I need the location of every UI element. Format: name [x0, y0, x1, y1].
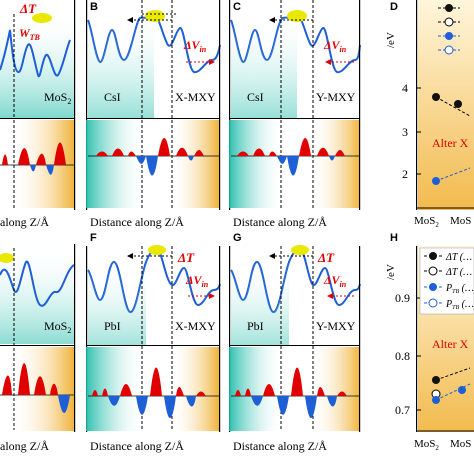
panel-letter-g: G: [233, 232, 242, 244]
y-tick: 0.9: [395, 291, 410, 305]
panel-e: MoS2 along Z/Å: [0, 244, 76, 453]
panel-g: G ΔT ΔVin PbI Y-MXY Distance along Z/Å: [229, 232, 361, 453]
material-left-label: CsI: [104, 90, 121, 104]
x-tick: MoS2: [414, 215, 439, 229]
data-point: [458, 386, 466, 394]
delta-v-label: ΔVin: [323, 273, 347, 289]
annotation-text: Alter X: [432, 136, 469, 150]
y-tick: 0.7: [395, 403, 410, 417]
material-right-label: X-MXY: [175, 90, 216, 104]
x-tick: MoS: [450, 215, 471, 227]
data-point: [432, 177, 440, 185]
energy-barrier-highlight: [287, 10, 307, 22]
data-point: [432, 376, 440, 384]
y-axis-label: /eV: [385, 32, 397, 48]
x-axis-label: Distance along Z/Å: [233, 439, 327, 453]
panel-c: C ΔVin CsI Y-MXY Distance along Z/Å: [229, 0, 361, 229]
panel-a: ΔT WTB MoS2 along Z/Å: [0, 0, 76, 229]
delta-v-label: ΔVin: [323, 38, 347, 54]
panel-d: D /eV 4 3 2 Alter X MoS2 MoS: [385, 0, 474, 229]
material-right-label: Y-MXY: [316, 319, 356, 333]
energy-barrier-highlight: [291, 245, 309, 255]
delta-v-label: ΔVin: [183, 38, 207, 54]
material-label: MoS2: [44, 90, 71, 106]
x-tick: MoS: [450, 438, 471, 450]
x-tick: MoS2: [414, 438, 439, 452]
data-point: [432, 93, 440, 101]
x-axis-label: Distance along Z/Å: [233, 215, 327, 229]
material-left-label: CsI: [247, 90, 264, 104]
legend-item: PTB (…: [445, 283, 474, 295]
material-left-label: PbI: [247, 319, 264, 333]
x-axis-label: Distance along Z/Å: [90, 439, 184, 453]
panel-letter-h: H: [390, 232, 398, 244]
y-tick: 4: [402, 81, 408, 95]
energy-barrier-highlight: [32, 13, 52, 23]
delta-v-label: ΔVin: [185, 273, 209, 289]
y-tick: 0.8: [395, 349, 410, 363]
y-tick: 2: [402, 167, 408, 181]
x-axis-label: along Z/Å: [0, 215, 49, 229]
material-right-label: Y-MXY: [316, 90, 356, 104]
energy-barrier-highlight: [148, 245, 166, 255]
w-tb-label: WTB: [19, 26, 41, 42]
delta-t-label: ΔT: [19, 1, 37, 16]
data-point: [432, 396, 440, 404]
panel-letter-b: B: [90, 1, 98, 13]
x-axis-label: along Z/Å: [0, 439, 49, 453]
panel-f: F ΔT ΔVin PbI X-MXY Distance along Z/Å: [86, 232, 221, 453]
data-point: [454, 100, 462, 108]
panel-b: B ΔVin CsI X-MXY Distance along Z/Å: [86, 0, 221, 229]
material-right-label: X-MXY: [175, 319, 216, 333]
panel-letter-c: C: [233, 1, 241, 13]
delta-t-label: ΔT: [177, 250, 195, 265]
legend-item: ΔT (…: [445, 267, 472, 278]
energy-barrier-highlight: [145, 10, 165, 22]
y-axis-label: /eV: [385, 264, 397, 280]
panel-letter-d: D: [390, 1, 398, 13]
legend-item: ΔT (…: [445, 252, 472, 263]
annotation-text: Alter X: [432, 337, 469, 351]
y-tick: 3: [402, 125, 408, 139]
material-left-label: PbI: [104, 319, 121, 333]
legend-item: PTB (…: [445, 299, 474, 311]
x-axis-label: Distance along Z/Å: [90, 215, 184, 229]
panel-h: H /eV 0.9 0.8 0.7 ΔT (… ΔT (… PTB (… PTB…: [385, 232, 474, 452]
material-label: MoS2: [44, 319, 71, 335]
delta-t-label: ΔT: [317, 250, 335, 265]
energy-barrier-highlight: [0, 253, 14, 263]
panel-letter-f: F: [90, 232, 97, 244]
